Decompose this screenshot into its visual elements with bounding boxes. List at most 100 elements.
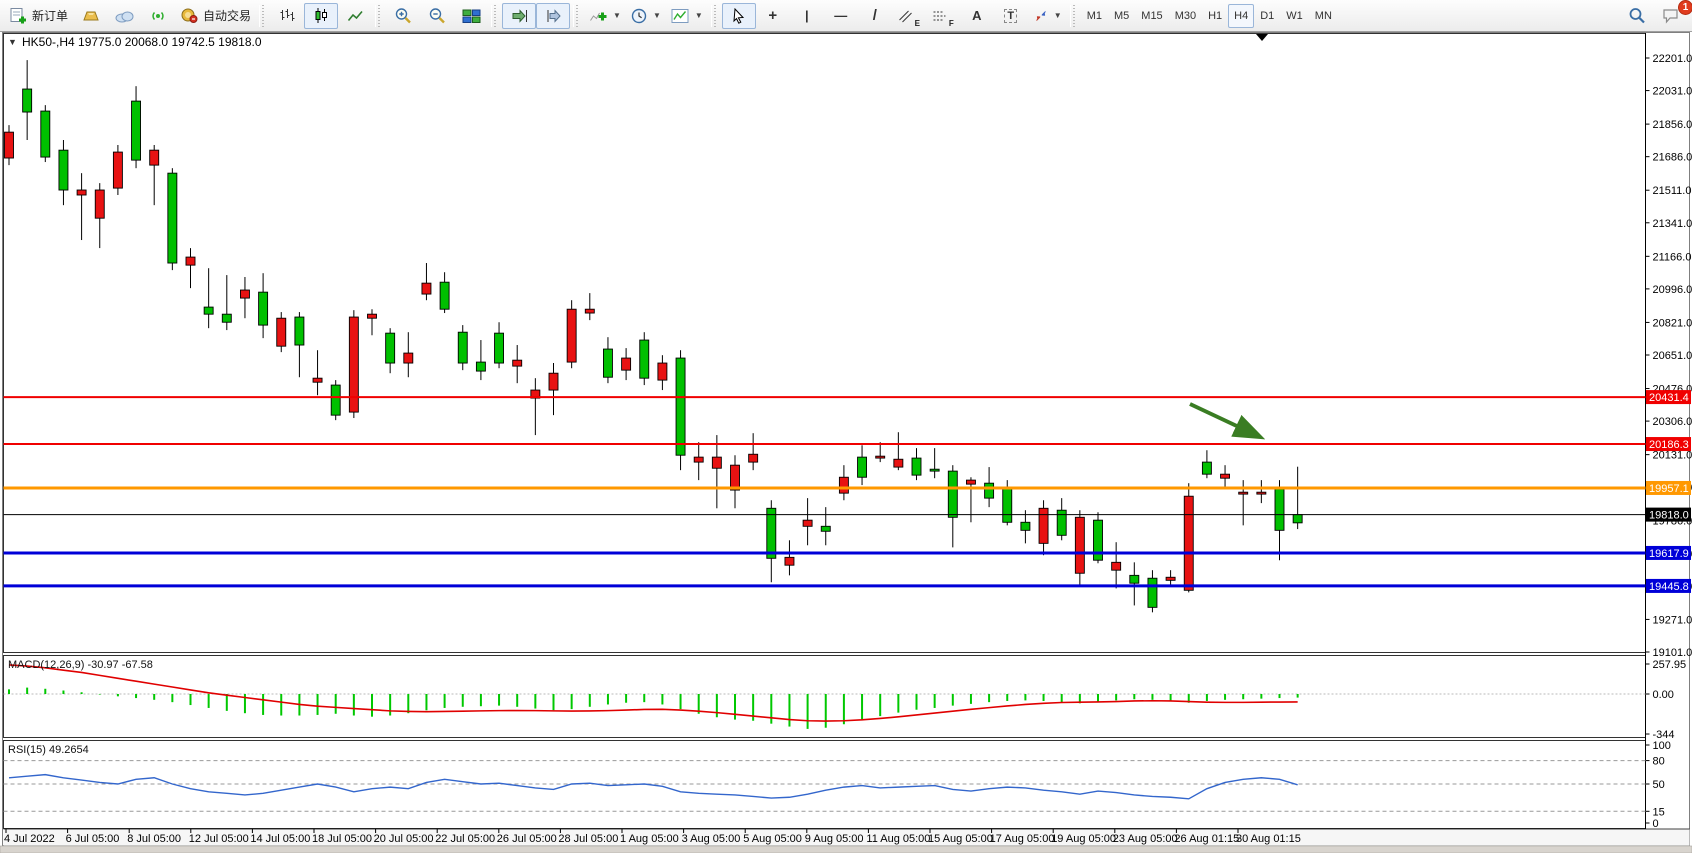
horizontal-line-button[interactable]: — — [824, 3, 858, 29]
rsi-axis-label: 0 — [1653, 818, 1659, 830]
new-order-icon — [9, 7, 28, 25]
time-axis-label: 23 Aug 05:00 — [1113, 833, 1178, 845]
timeframe-m1-button[interactable]: M1 — [1086, 9, 1102, 22]
template-icon — [671, 8, 690, 24]
toolbar: 新订单 自动交易 ▼ ▼ ▼ + | — / E F A T ▼ M1 M5 M15 M30 H1 H4 D1 W1 MN 1 — [0, 0, 1692, 32]
candle-body — [530, 389, 541, 399]
indicators-button[interactable]: ▼ — [584, 3, 626, 29]
text-label-button[interactable]: T — [994, 3, 1028, 29]
search-button[interactable] — [1620, 3, 1654, 29]
macd-pane[interactable] — [3, 655, 1646, 738]
candle-body — [312, 377, 323, 383]
autotrading-button[interactable]: 自动交易 — [175, 3, 256, 29]
trendline-button[interactable]: / — [858, 3, 892, 29]
zoom-in-button[interactable] — [386, 3, 420, 29]
chart-shift-button[interactable] — [536, 2, 571, 29]
time-axis-label: 12 Jul 05:00 — [189, 833, 249, 845]
time-axis-label: 22 Jul 05:00 — [435, 833, 495, 845]
arrow-annotation[interactable] — [1189, 402, 1266, 440]
line-chart-button[interactable] — [338, 3, 372, 29]
new-order-button[interactable]: 新订单 — [4, 3, 73, 29]
candle-body — [276, 317, 287, 347]
time-axis-label: 11 Aug 05:00 — [866, 833, 930, 845]
candle-body — [584, 308, 595, 314]
templates-button[interactable]: ▼ — [666, 3, 708, 29]
candle-body — [1147, 577, 1158, 608]
zoom-out-button[interactable] — [420, 3, 454, 29]
arrows-button[interactable]: ▼ — [1028, 3, 1067, 29]
vertical-line-button[interactable]: | — [790, 3, 824, 29]
candle-body — [929, 468, 940, 472]
candle-body — [1002, 486, 1013, 523]
rsi-axis-label: 15 — [1653, 806, 1665, 818]
periods-button[interactable]: ▼ — [626, 3, 666, 29]
price-badge[interactable] — [1646, 545, 1691, 560]
fibonacci-button[interactable]: F — [926, 3, 960, 29]
text-button[interactable]: A — [960, 3, 994, 29]
y-axis-tick-label: 19271.0 — [1653, 614, 1692, 626]
crosshair-button[interactable]: + — [756, 3, 790, 29]
price-badge[interactable] — [1646, 390, 1691, 405]
auto-scroll-button[interactable] — [502, 2, 537, 29]
candle-body — [603, 348, 613, 378]
candle-body — [494, 332, 504, 364]
cloud-button[interactable] — [107, 3, 141, 29]
candle-body — [330, 384, 341, 416]
candle-body — [820, 525, 831, 532]
timeframe-h4-button[interactable]: H4 — [1228, 3, 1255, 28]
candle-body — [548, 372, 559, 391]
autoscroll-icon — [511, 8, 528, 24]
time-axis-label: 3 Aug 05:00 — [682, 833, 741, 845]
crosshair-glyph: + — [768, 7, 778, 24]
toolbar-separator — [1069, 4, 1078, 27]
chart-wizard-button[interactable] — [73, 3, 107, 29]
timeframe-mn-button[interactable]: MN — [1314, 9, 1332, 22]
bar-chart-button[interactable] — [270, 3, 304, 29]
candle-body — [1274, 488, 1285, 531]
macd-axis-label: 0.00 — [1653, 689, 1674, 701]
cursor-button[interactable] — [721, 2, 756, 29]
price-badge-label: 20186.3 — [1649, 439, 1689, 451]
candle-body — [348, 316, 359, 413]
price-badge[interactable] — [1646, 437, 1691, 452]
y-axis-tick-label: 21166.0 — [1653, 251, 1692, 263]
rsi-axis-label: 80 — [1653, 756, 1665, 768]
toolbar-separator — [375, 4, 384, 27]
equidistant-channel-button[interactable]: E — [892, 3, 926, 29]
time-axis-strip[interactable] — [3, 829, 1690, 846]
timeframe-h1-button[interactable]: H1 — [1208, 9, 1223, 22]
y-axis-tick-label: 20306.0 — [1653, 416, 1692, 428]
candlestick-chart-button[interactable] — [304, 2, 339, 29]
candle-body — [639, 339, 650, 379]
time-axis-label: 28 Jul 05:00 — [558, 833, 618, 845]
symbol-dropdown-icon[interactable]: ▼ — [8, 37, 17, 47]
candle-body — [457, 331, 468, 364]
timeframe-m15-button[interactable]: M15 — [1141, 9, 1163, 22]
rsi-axis-label: 50 — [1653, 779, 1665, 791]
timeframe-m30-button[interactable]: M30 — [1174, 9, 1197, 22]
shift-icon — [545, 8, 562, 24]
candle-body — [439, 281, 450, 310]
cloud-icon — [114, 8, 135, 23]
price-badge[interactable] — [1646, 480, 1691, 495]
candle-body — [784, 556, 795, 566]
candle-body — [766, 507, 777, 559]
candle-body — [1292, 514, 1303, 524]
main-pane[interactable] — [3, 33, 1646, 653]
candle-body — [730, 464, 740, 491]
notifications-button[interactable]: 1 — [1654, 0, 1692, 29]
candle-body — [221, 313, 232, 323]
time-axis-label: 26 Jul 05:00 — [497, 833, 557, 845]
price-badge[interactable] — [1646, 578, 1691, 593]
price-badge[interactable] — [1646, 507, 1691, 522]
tile-windows-button[interactable] — [454, 3, 488, 29]
timeframe-w1-button[interactable]: W1 — [1286, 9, 1303, 22]
candle-body — [239, 289, 250, 299]
timeframe-d1-button[interactable]: D1 — [1260, 9, 1275, 22]
signals-button[interactable] — [141, 3, 175, 29]
y-axis-tick-label: 22031.0 — [1653, 86, 1692, 98]
channel-icon — [898, 9, 913, 23]
candle-body — [1093, 519, 1103, 561]
timeframe-m5-button[interactable]: M5 — [1114, 9, 1130, 22]
